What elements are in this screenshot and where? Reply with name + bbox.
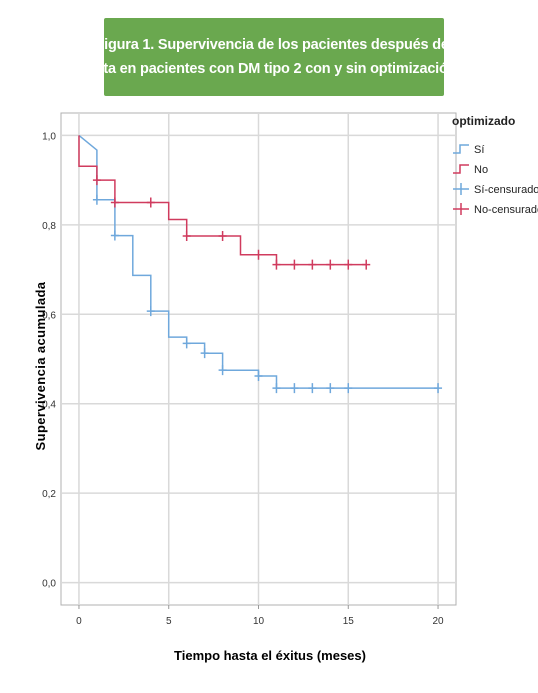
legend-label-si: Sí [474, 144, 485, 156]
censor-mark-no [92, 175, 101, 186]
censor-mark-si [434, 383, 443, 394]
legend-step-icon-no [453, 164, 469, 174]
censor-mark-no [290, 259, 299, 270]
censor-mark-no [182, 231, 191, 241]
censor-mark-si [146, 306, 155, 317]
x-tick-label: 10 [253, 616, 265, 627]
censor-mark-si [200, 348, 209, 359]
figure-caption: Figura 1. Supervivencia de los pacientes… [92, 18, 457, 96]
survival-curve-no [78, 135, 367, 266]
censor-mark-no [326, 259, 335, 270]
caption-line-1: Figura 1. Supervivencia de los pacientes… [95, 37, 453, 53]
censor-mark-no [110, 197, 119, 208]
legend-label-no: No [474, 164, 489, 176]
legend-censor-icon-si [453, 183, 469, 195]
y-tick-label: 0,4 [42, 400, 56, 411]
y-tick-label: 0,8 [42, 221, 56, 232]
censor-mark-si [182, 338, 191, 349]
legend-title: optimizado [452, 114, 516, 128]
censor-mark-si [344, 383, 353, 394]
censor-mark-no [218, 231, 227, 241]
censor-mark-si [326, 383, 335, 394]
x-tick-label: 20 [432, 616, 444, 627]
legend: optimizado Sí No Sí-censurado No-censura… [452, 114, 538, 220]
censor-mark-no [344, 259, 353, 270]
censor-mark-si [254, 370, 263, 381]
y-tick-label: 0,2 [42, 489, 56, 500]
x-tick-label: 5 [166, 616, 172, 627]
y-tick-label: 0,6 [42, 310, 56, 321]
legend-label-si-censurado: Sí-censurado [474, 184, 538, 196]
censor-mark-si [218, 365, 227, 376]
legend-item-no-censurado: No-censurado [452, 200, 538, 220]
y-tick-label: 1,0 [42, 131, 56, 142]
legend-censor-icon-no [453, 203, 469, 215]
x-axis-label: Tiempo hasta el éxitus (meses) [174, 648, 366, 663]
censor-mark-no [272, 259, 281, 270]
censor-mark-no [146, 197, 155, 208]
legend-item-si-censurado: Sí-censurado [452, 180, 538, 200]
x-tick-label: 15 [343, 616, 355, 627]
legend-step-icon-si [453, 144, 469, 154]
legend-label-no-censurado: No-censurado [474, 204, 538, 216]
legend-item-no: No [452, 160, 538, 180]
censor-mark-si [92, 194, 101, 205]
censor-mark-si [290, 383, 299, 394]
censor-mark-no [308, 259, 317, 270]
x-tick-label: 0 [76, 616, 82, 627]
censor-mark-si [308, 383, 317, 394]
y-tick-label: 0,0 [42, 579, 56, 590]
censor-mark-no [254, 249, 263, 260]
censor-mark-si [272, 383, 281, 394]
caption-line-2: alta en pacientes con DM tipo 2 con y si… [91, 61, 457, 77]
legend-item-si: Sí [452, 140, 538, 160]
y-axis-label: Supervivencia acumulada [33, 281, 48, 451]
censor-mark-si [110, 230, 119, 241]
censor-mark-no [362, 259, 371, 270]
